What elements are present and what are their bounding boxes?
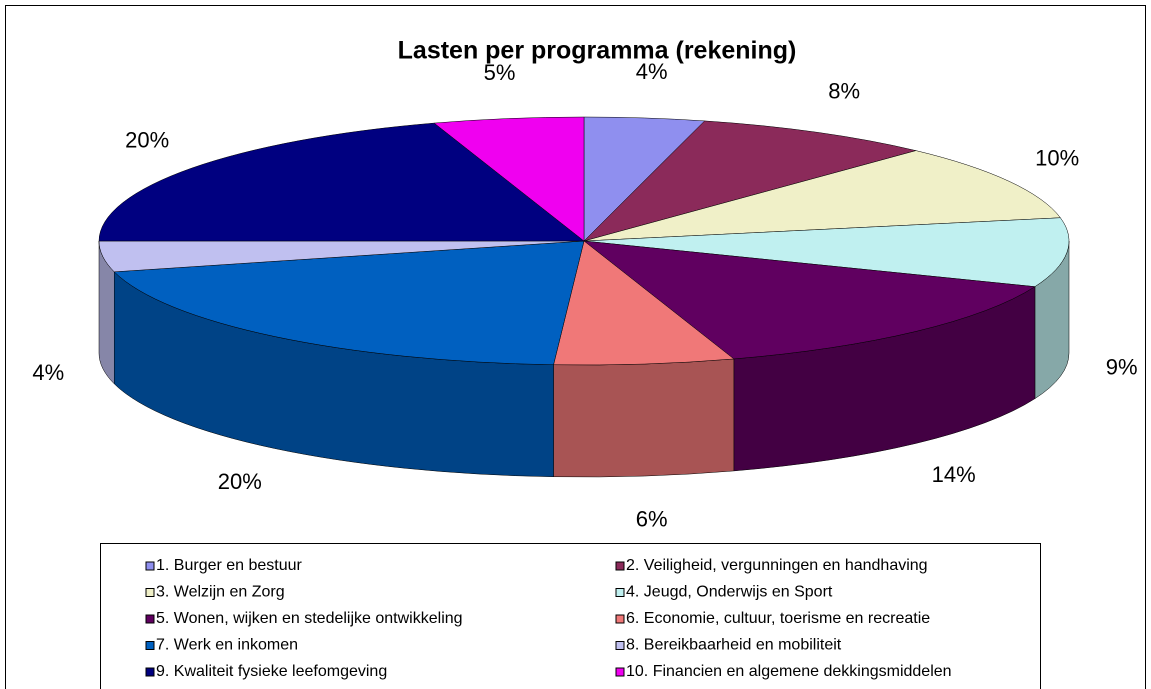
data-label: 4% xyxy=(636,59,668,84)
legend-label: 6. Economie, cultuur, toerisme en recrea… xyxy=(626,610,930,627)
data-label: 9% xyxy=(1106,355,1138,380)
chart-title: Lasten per programma (rekening) xyxy=(398,37,797,65)
pie-slice xyxy=(553,240,735,366)
legend-label: 3. Welzijn en Zorg xyxy=(156,584,285,601)
data-label: 20% xyxy=(218,469,262,494)
legend-label: 7. Werk en inkomen xyxy=(156,637,298,654)
legend-label: 10. Financien en algemene dekkingsmiddel… xyxy=(626,663,952,680)
data-label: 20% xyxy=(125,127,169,152)
legend-label: 2. Veiligheid, vergunningen en handhavin… xyxy=(626,557,928,574)
pie-slice xyxy=(583,217,1070,287)
pie-slice xyxy=(583,120,917,242)
data-label: 8% xyxy=(828,79,860,104)
pie-slice xyxy=(583,150,1061,242)
legend-swatch xyxy=(145,561,155,571)
legend-swatch xyxy=(145,667,155,677)
legend-label: 5. Wonen, wijken en stedelijke ontwikkel… xyxy=(156,610,463,627)
legend-label: 9. Kwaliteit fysieke leefomgeving xyxy=(156,663,387,680)
legend-label: 8. Bereikbaarheid en mobiliteit xyxy=(626,637,842,654)
data-label: 14% xyxy=(932,462,976,487)
legend-label: 4. Jeugd, Onderwijs en Sport xyxy=(626,584,833,601)
data-label: 10% xyxy=(1035,145,1079,170)
legend-swatch xyxy=(615,614,625,624)
legend-swatch xyxy=(615,588,625,597)
data-label: 5% xyxy=(484,60,516,85)
data-label: 4% xyxy=(32,360,64,385)
legend-swatch xyxy=(615,667,625,677)
legend-swatch xyxy=(145,641,155,650)
legend-label: 1. Burger en bestuur xyxy=(156,557,303,574)
data-label: 6% xyxy=(636,506,668,531)
pie-slice xyxy=(433,116,585,242)
legend-swatch xyxy=(615,641,625,650)
legend-swatch xyxy=(615,561,625,571)
legend-swatch xyxy=(145,614,155,624)
legend-swatch xyxy=(145,588,155,597)
pie-slice xyxy=(113,240,585,366)
legend-box xyxy=(100,543,1041,689)
pie-slice-side xyxy=(553,358,735,478)
pie-slice xyxy=(98,122,585,242)
